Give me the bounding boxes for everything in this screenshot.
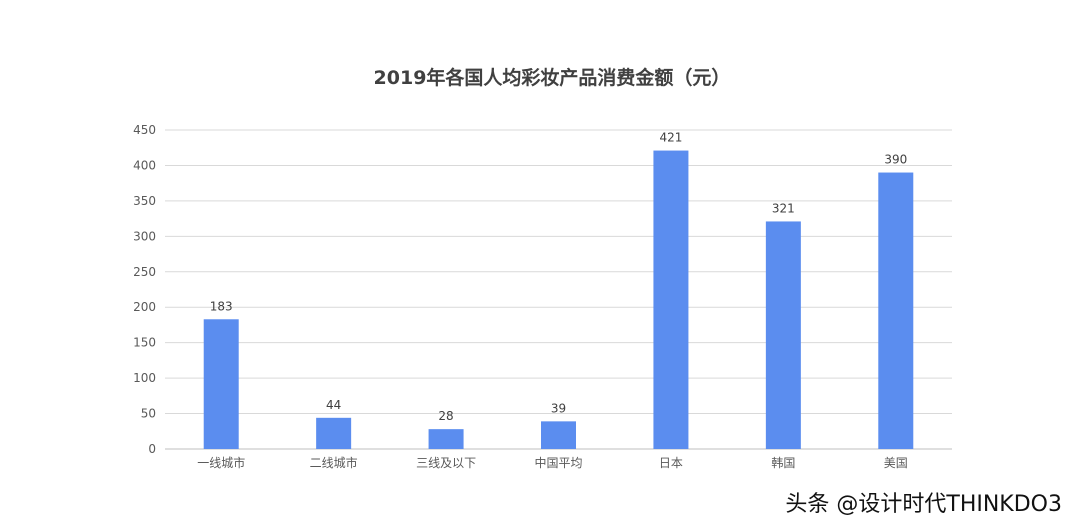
x-tick-label: 一线城市 [197,455,245,470]
data-labels: 183 44 28 39 421 321 390 [210,131,907,424]
y-axis-ticks: 0 50 100 150 200 250 300 350 400 450 [133,123,156,456]
data-label: 39 [551,401,566,415]
gridlines [165,129,952,450]
bars [203,150,914,450]
x-tick-label: 中国平均 [534,455,582,470]
y-tick-label: 100 [133,371,156,385]
y-tick-label: 300 [133,229,156,243]
bar [765,221,801,449]
y-tick-label: 350 [133,194,156,208]
y-tick-label: 200 [133,300,156,314]
data-label: 28 [438,409,453,423]
watermark: 头条 @设计时代THINKDO3 [785,492,1062,517]
data-label: 321 [772,201,795,215]
bar [316,417,352,449]
y-tick-label: 150 [133,336,156,350]
y-tick-label: 250 [133,265,156,279]
data-label: 421 [659,131,682,145]
chart-title: 2019年各国人均彩妆产品消费金额（元） [374,66,731,89]
y-tick-label: 400 [133,158,156,172]
y-tick-label: 50 [141,407,156,421]
bar [203,319,239,449]
x-axis-ticks: 一线城市 二线城市 三线及以下 中国平均 日本 韩国 美国 [197,455,908,470]
y-tick-label: 0 [148,442,156,456]
x-tick-label: 二线城市 [310,455,358,470]
data-label: 183 [210,299,233,313]
x-tick-label: 美国 [884,456,908,470]
data-label: 44 [326,398,341,412]
data-label: 390 [884,153,907,167]
x-tick-label: 日本 [659,456,683,470]
bar [653,150,689,449]
x-tick-label: 韩国 [771,455,795,470]
y-tick-label: 450 [133,123,156,137]
bar [541,421,576,449]
bar [428,429,464,449]
bar [878,172,914,450]
x-tick-label: 三线及以下 [416,456,476,470]
